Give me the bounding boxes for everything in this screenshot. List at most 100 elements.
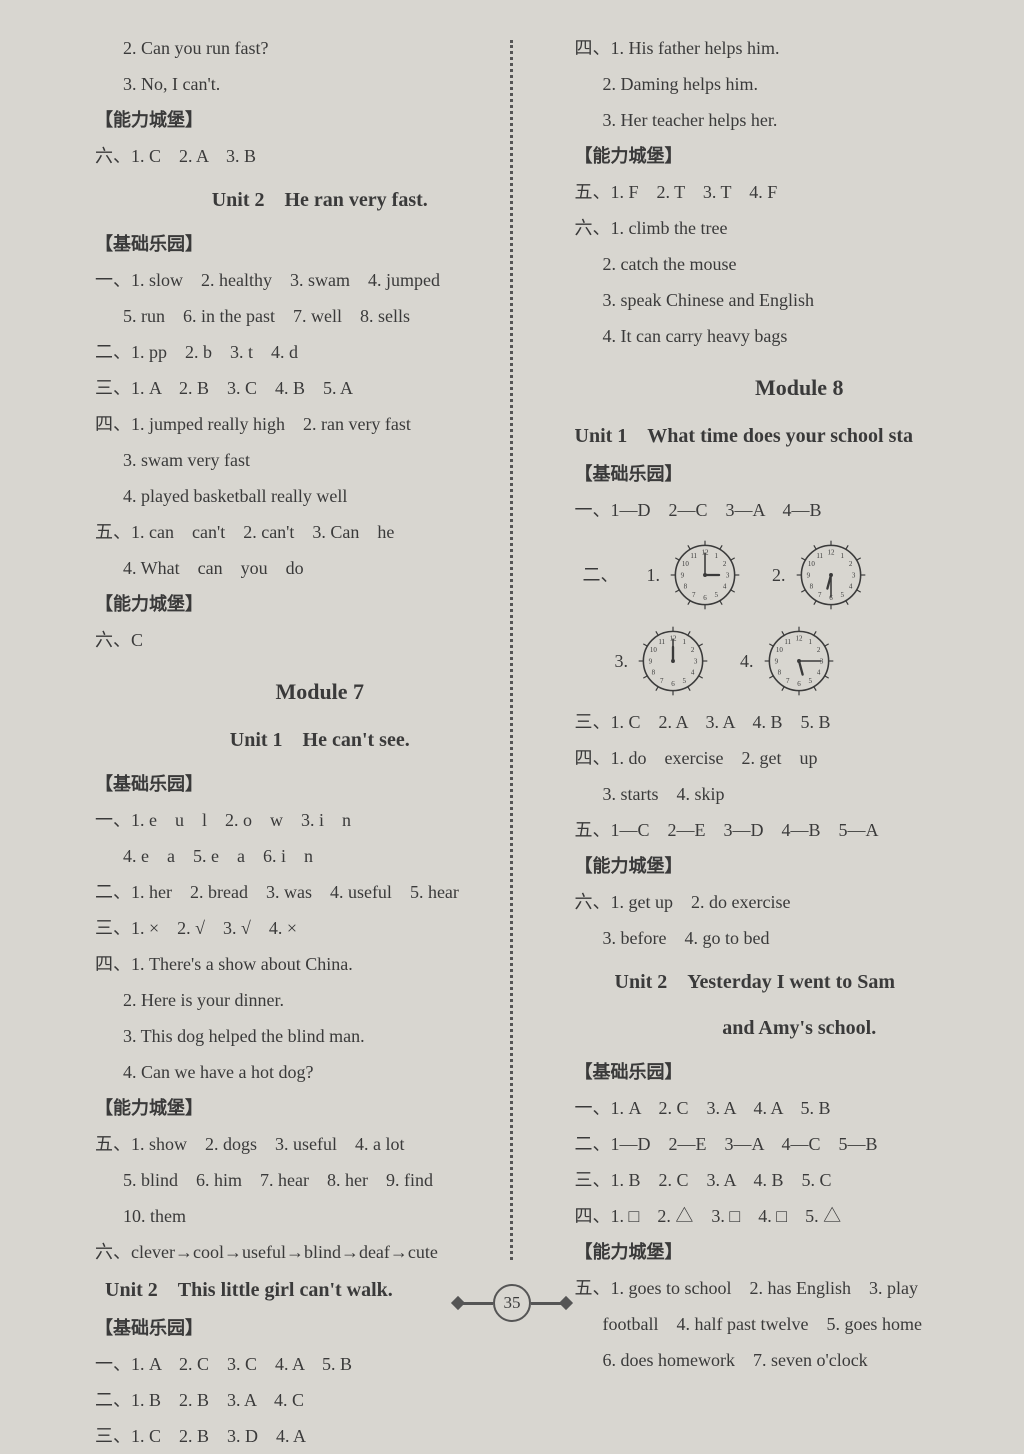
text-line: 四、1. □ 2. △ 3. □ 4. □ 5. △ — [575, 1198, 1024, 1234]
text-line: 4. What can you do — [95, 550, 545, 586]
section-header-basic: 【基础乐园】 — [575, 1054, 1024, 1090]
text-line: 2. catch the mouse — [575, 246, 1024, 282]
svg-text:7: 7 — [692, 591, 696, 599]
svg-text:1: 1 — [840, 552, 844, 560]
text-line: 4. played basketball really well — [95, 478, 545, 514]
svg-text:5: 5 — [840, 591, 844, 599]
svg-text:4: 4 — [848, 583, 852, 591]
text-line: 五、1. show 2. dogs 3. useful 4. a lot — [95, 1126, 545, 1162]
decoration-dash — [463, 1302, 493, 1305]
text-line: 10. them — [95, 1198, 545, 1234]
svg-text:10: 10 — [682, 560, 690, 568]
text-line: 5. run 6. in the past 7. well 8. sells — [95, 298, 545, 334]
text-line: 一、1. A 2. C 3. C 4. A 5. B — [95, 1346, 545, 1382]
svg-text:2: 2 — [848, 560, 852, 568]
svg-text:6: 6 — [671, 680, 675, 688]
section-header-ability: 【能力城堡】 — [95, 586, 545, 622]
clock-item: 2. 121234567891011 — [772, 536, 870, 614]
svg-text:3: 3 — [694, 657, 698, 665]
svg-text:4: 4 — [691, 669, 695, 677]
clock-item: 3. 121234567891011 — [615, 622, 713, 700]
svg-text:12: 12 — [827, 549, 835, 557]
clock-item: 4. 121234567891011 — [740, 622, 838, 700]
svg-text:5: 5 — [683, 677, 687, 685]
text-line: 五、1. can can't 2. can't 3. Can he — [95, 514, 545, 550]
svg-text:8: 8 — [777, 669, 781, 677]
text-line: 2. Here is your dinner. — [95, 982, 545, 1018]
svg-text:6: 6 — [797, 680, 801, 688]
text-line: 一、1—D 2—C 3—A 4—B — [575, 492, 1024, 528]
text-line: 四、1. His father helps him. — [575, 30, 1024, 66]
svg-text:2: 2 — [691, 646, 695, 654]
text-line: 3. No, I can't. — [95, 66, 545, 102]
svg-text:11: 11 — [690, 552, 697, 560]
text-line: 二、1—D 2—E 3—A 4—C 5—B — [575, 1126, 1024, 1162]
text-line: 4. e a 5. e a 6. i n — [95, 838, 545, 874]
svg-text:4: 4 — [816, 669, 820, 677]
clock-icon: 121234567891011 — [666, 536, 744, 614]
module-title: Module 8 — [575, 366, 1024, 410]
section-header-ability: 【能力城堡】 — [575, 138, 1024, 174]
svg-text:8: 8 — [652, 669, 656, 677]
svg-text:9: 9 — [649, 657, 653, 665]
clock-icon: 121234567891011 — [760, 622, 838, 700]
svg-text:7: 7 — [817, 591, 821, 599]
decoration-dash — [531, 1302, 561, 1305]
svg-text:11: 11 — [658, 638, 665, 646]
text-line: 六、C — [95, 622, 545, 658]
section-header-basic: 【基础乐园】 — [95, 766, 545, 802]
text-line: 三、1. C 2. A 3. A 4. B 5. B — [575, 704, 1024, 740]
left-column: 2. Can you run fast? 3. No, I can't. 【能力… — [0, 30, 555, 1392]
svg-text:8: 8 — [809, 583, 813, 591]
text-line: 3. before 4. go to bed — [575, 920, 1024, 956]
text-line: 二、1. pp 2. b 3. t 4. d — [95, 334, 545, 370]
svg-text:9: 9 — [774, 657, 778, 665]
clock-item: 1. 121234567891011 — [647, 536, 745, 614]
svg-text:11: 11 — [816, 552, 823, 560]
text-line: 六、1. C 2. A 3. B — [95, 138, 545, 174]
text-line: 二、1. B 2. B 3. A 4. C — [95, 1382, 545, 1418]
clock-icon: 121234567891011 — [792, 536, 870, 614]
svg-text:1: 1 — [683, 638, 687, 646]
section-header-ability: 【能力城堡】 — [95, 1090, 545, 1126]
page-number: 35 — [0, 1284, 1024, 1322]
column-divider — [510, 40, 513, 1260]
text-line: 2. Can you run fast? — [95, 30, 545, 66]
text-line: 三、1. A 2. B 3. C 4. B 5. A — [95, 370, 545, 406]
text-line: 四、1. do exercise 2. get up — [575, 740, 1024, 776]
text-line: 3. Her teacher helps her. — [575, 102, 1024, 138]
svg-text:12: 12 — [795, 635, 803, 643]
row-prefix: 二、 — [583, 557, 619, 593]
svg-text:1: 1 — [715, 552, 719, 560]
text-line: 四、1. There's a show about China. — [95, 946, 545, 982]
right-column: 四、1. His father helps him. 2. Daming hel… — [555, 30, 1024, 1392]
clock-label: 4. — [740, 643, 754, 679]
text-line: 六、1. get up 2. do exercise — [575, 884, 1024, 920]
module-title: Module 7 — [95, 670, 545, 714]
svg-text:9: 9 — [806, 571, 810, 579]
decoration-diamond-icon — [451, 1296, 465, 1310]
section-header-ability: 【能力城堡】 — [95, 102, 545, 138]
svg-text:11: 11 — [784, 638, 791, 646]
section-header-ability: 【能力城堡】 — [575, 848, 1024, 884]
clock-label: 3. — [615, 643, 629, 679]
clock-icon: 121234567891011 — [634, 622, 712, 700]
unit-title: Unit 1 He can't see. — [95, 720, 545, 760]
svg-text:3: 3 — [726, 571, 730, 579]
text-line: 一、1. e u l 2. o w 3. i n — [95, 802, 545, 838]
section-header-basic: 【基础乐园】 — [95, 226, 545, 262]
text-line: 四、1. jumped really high 2. ran very fast — [95, 406, 545, 442]
svg-text:10: 10 — [775, 646, 783, 654]
svg-text:7: 7 — [660, 677, 664, 685]
svg-text:10: 10 — [807, 560, 815, 568]
text-line: 3. speak Chinese and English — [575, 282, 1024, 318]
svg-text:4: 4 — [723, 583, 727, 591]
text-line: 五、1—C 2—E 3—D 4—B 5—A — [575, 812, 1024, 848]
svg-text:10: 10 — [650, 646, 658, 654]
clocks-row: 二、 1. 121234567891011 2. 121234567891011 — [575, 536, 1024, 614]
unit-title: Unit 1 What time does your school sta — [575, 416, 1024, 456]
svg-text:3: 3 — [851, 571, 855, 579]
text-line: 六、clever→cool→useful→blind→deaf→cute — [95, 1234, 545, 1270]
svg-text:2: 2 — [723, 560, 727, 568]
svg-text:5: 5 — [715, 591, 719, 599]
